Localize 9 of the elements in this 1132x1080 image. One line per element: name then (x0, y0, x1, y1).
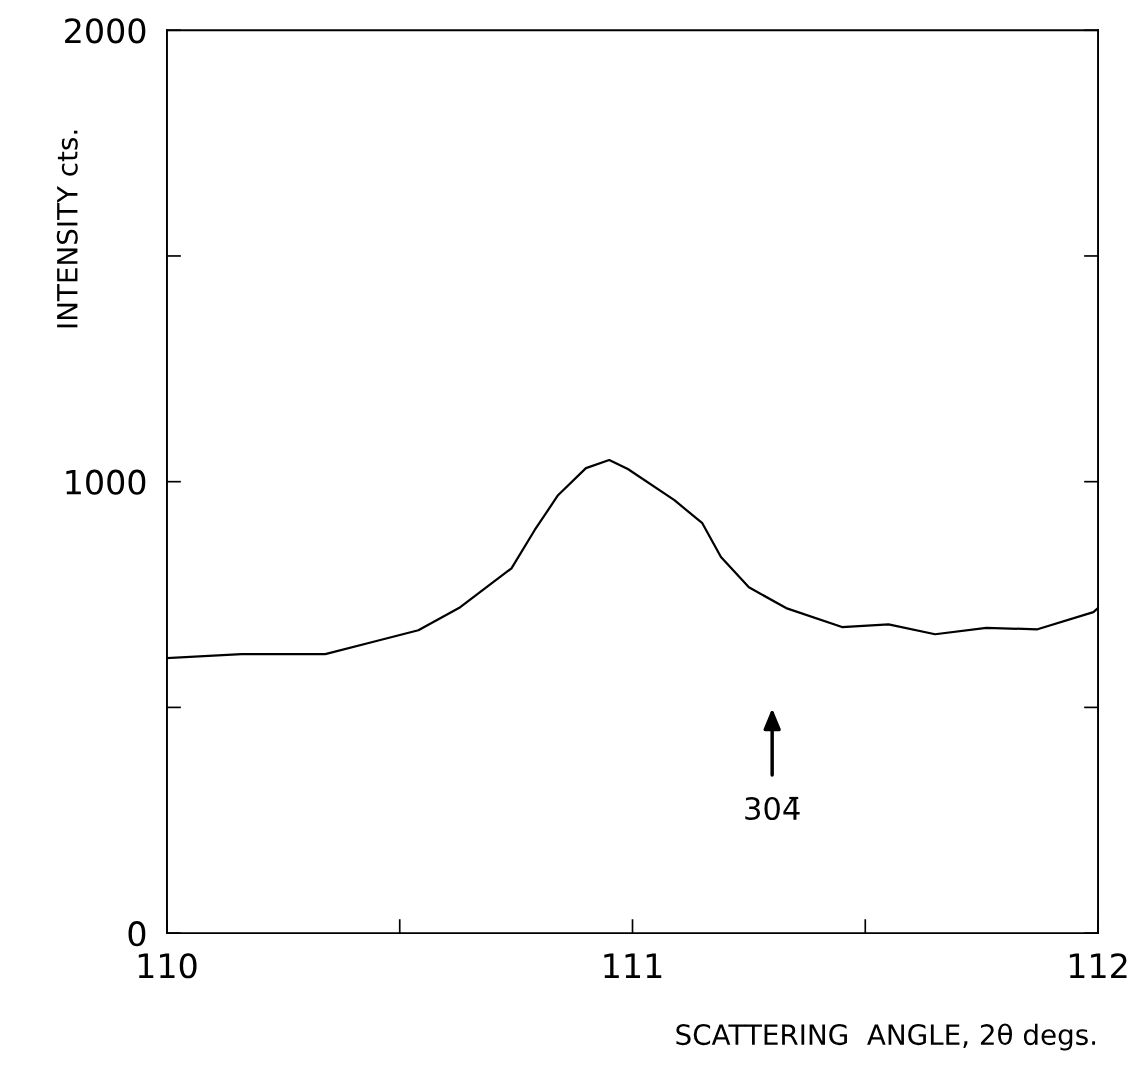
x-tick-label: 112 (1069, 953, 1127, 978)
x-axis-title: SCATTERING ANGLE, 2θ degs. (676, 1023, 1096, 1051)
x-tick-label: 110 (138, 953, 197, 979)
annotation: 304̄ (745, 796, 800, 821)
x-tick-label: 111 (604, 953, 662, 978)
y-axis-title: INTENSITY cts. (56, 130, 78, 328)
y-tick-label: 0 (128, 921, 146, 947)
y-tick-label: 1000 (66, 469, 146, 495)
y-tick-label: 2000 (65, 18, 146, 44)
